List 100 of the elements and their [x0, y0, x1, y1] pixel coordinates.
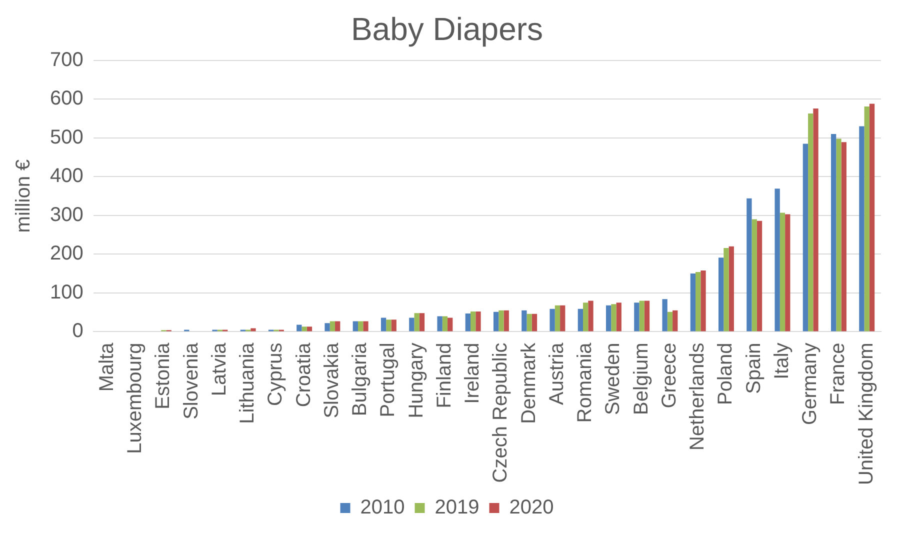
bar — [386, 320, 392, 332]
x-tick-label: Slovenia — [180, 342, 202, 420]
x-tick-label: Spain — [742, 342, 765, 394]
bar — [696, 272, 701, 332]
x-tick-label: Ireland — [462, 342, 484, 404]
bar — [324, 323, 330, 332]
x-tick-label: Slovakia — [320, 342, 343, 418]
bar — [554, 305, 560, 332]
y-tick-label: 400 — [50, 165, 84, 188]
bar — [448, 318, 453, 332]
y-tick-label: 300 — [50, 204, 84, 226]
bar — [700, 270, 706, 332]
bar — [526, 314, 532, 332]
bar — [498, 310, 504, 332]
x-tick-label: Cyprus — [264, 342, 287, 406]
x-tick-label: Greece — [658, 342, 680, 408]
x-tick-label: Italy — [770, 342, 793, 380]
bar — [465, 313, 471, 332]
x-tick-label: Portugal — [377, 342, 400, 418]
bar — [583, 302, 588, 332]
bar — [639, 300, 644, 332]
bar — [841, 142, 846, 332]
x-tick-label: Luxembourg — [124, 342, 146, 454]
bar — [414, 313, 420, 332]
bar — [724, 248, 729, 332]
bar — [442, 316, 448, 332]
bar — [606, 305, 612, 332]
bar — [352, 321, 358, 332]
x-tick-label: Poland — [714, 342, 737, 405]
x-tick-label: Hungary — [405, 342, 428, 418]
bar — [836, 138, 842, 332]
bar — [493, 312, 499, 332]
y-tick-label: 600 — [50, 88, 84, 110]
legend-label: 2020 — [509, 496, 554, 519]
x-tick-label: Belgium — [630, 342, 652, 415]
bar — [802, 144, 808, 332]
x-tick-label: Bulgaria — [349, 342, 372, 416]
bar — [560, 305, 566, 332]
bar — [335, 321, 340, 332]
x-tick-label: Denmark — [518, 342, 540, 424]
bar — [780, 212, 786, 332]
x-tick-label: France — [827, 342, 850, 405]
bar — [634, 302, 640, 332]
x-tick-label: Lithuania — [236, 342, 259, 424]
bar — [830, 134, 836, 332]
bar — [864, 106, 870, 332]
y-tick-label: 0 — [72, 320, 84, 342]
bar — [532, 314, 538, 332]
bar — [662, 299, 668, 332]
bar — [869, 104, 875, 332]
y-axis-title: million € — [12, 159, 35, 233]
bar — [808, 113, 814, 332]
bar — [409, 318, 414, 332]
bar — [752, 219, 757, 332]
x-tick-label: Latvia — [208, 342, 230, 396]
x-tick-label: Romania — [574, 342, 596, 423]
bar — [380, 318, 386, 332]
legend-label: 2010 — [360, 496, 405, 519]
bar — [578, 308, 584, 332]
bar — [504, 310, 509, 332]
bar — [476, 312, 481, 332]
legend-label: 2019 — [434, 496, 480, 519]
x-tick-label: Germany — [799, 342, 822, 425]
bar — [302, 326, 307, 332]
bar — [672, 310, 678, 332]
bar — [522, 310, 527, 332]
x-tick-label: Finland — [433, 342, 456, 408]
x-tick-label: Estonia — [152, 342, 174, 410]
y-tick-label: 500 — [50, 126, 84, 148]
bar — [774, 188, 780, 332]
bar — [419, 313, 425, 332]
x-tick-label: Croatia — [292, 342, 315, 408]
bar — [588, 300, 594, 332]
x-tick-label: Netherlands — [686, 342, 709, 451]
bar — [813, 108, 818, 332]
bar — [296, 324, 302, 332]
bar — [330, 321, 336, 332]
bar — [644, 300, 650, 332]
x-tick-label: Austria — [546, 342, 568, 405]
y-tick-label: 700 — [50, 48, 84, 71]
bar — [616, 302, 622, 332]
bar — [611, 304, 616, 332]
x-tick-label: Sweden — [602, 342, 624, 415]
bar — [718, 258, 724, 332]
chart-title: Baby Diapers — [350, 11, 544, 48]
bar — [470, 312, 476, 332]
bar — [250, 328, 256, 332]
bar — [306, 326, 312, 332]
x-tick-label: United Kingdom — [855, 342, 878, 486]
bar — [690, 274, 696, 332]
y-tick-label: 200 — [50, 242, 84, 265]
y-tick-label: 100 — [50, 281, 84, 304]
bar — [756, 220, 762, 332]
bar — [437, 316, 442, 332]
bar — [859, 126, 864, 332]
x-tick-label: Czech Republic — [490, 342, 512, 483]
bar — [785, 214, 790, 332]
bar — [728, 246, 734, 332]
bar — [746, 198, 752, 332]
bar — [391, 320, 396, 332]
